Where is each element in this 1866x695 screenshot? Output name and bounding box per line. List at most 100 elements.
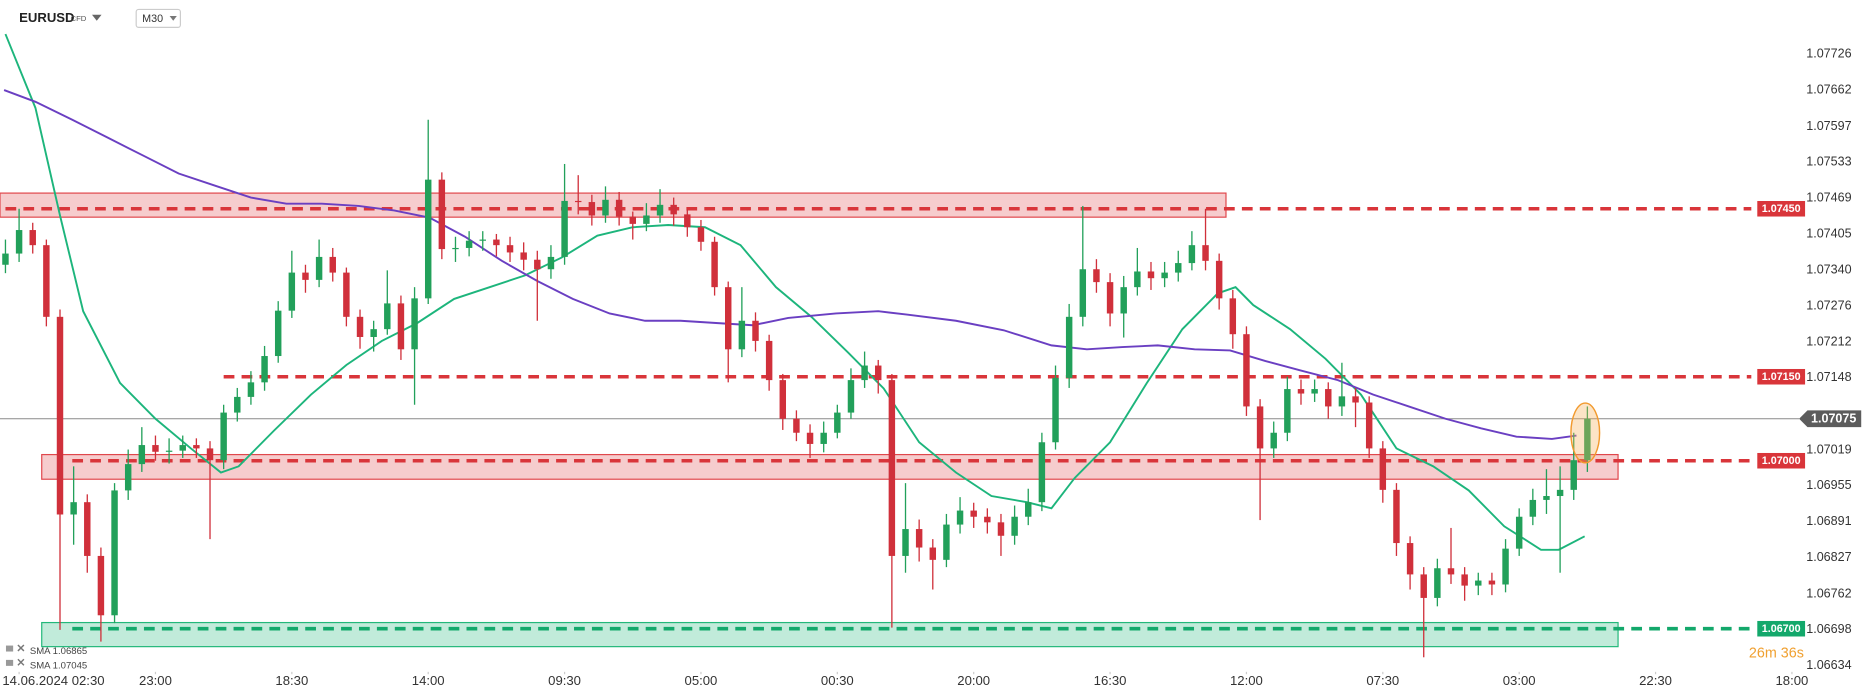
candle-body bbox=[302, 272, 309, 280]
candle-body bbox=[274, 310, 282, 357]
candle-body bbox=[588, 202, 596, 216]
candle-body bbox=[1120, 287, 1127, 314]
candle-body bbox=[506, 245, 514, 253]
candle-body bbox=[820, 432, 827, 444]
x-tick-label: 14:00 bbox=[412, 673, 445, 688]
sma-line bbox=[4, 33, 1586, 551]
candle-body bbox=[1038, 442, 1046, 503]
candle-body bbox=[261, 356, 268, 383]
legend-close[interactable] bbox=[17, 644, 25, 652]
y-tick-label: 1.07533 bbox=[1806, 155, 1851, 169]
level-label: 1.06700 bbox=[1762, 623, 1801, 635]
y-tick-label: 1.07212 bbox=[1806, 334, 1851, 348]
axes: 1.07726 1.07662 1.07597 1.07533 1.07469 1.074… bbox=[2, 47, 1862, 688]
y-tick-label: 1.07469 bbox=[1806, 190, 1851, 204]
candle-body bbox=[1284, 389, 1291, 433]
candle-body bbox=[1461, 574, 1468, 586]
candle-body bbox=[765, 340, 773, 381]
x-tick-label: 16:30 bbox=[1094, 673, 1127, 688]
candle-body bbox=[1188, 245, 1196, 264]
candle-body bbox=[1420, 574, 1427, 598]
candle-body bbox=[1270, 432, 1277, 449]
candle-body bbox=[752, 320, 759, 341]
timeframe[interactable]: M30 bbox=[142, 13, 163, 25]
candle-body bbox=[138, 445, 146, 465]
candle-body bbox=[1229, 298, 1237, 335]
level-label: 1.07000 bbox=[1762, 455, 1801, 467]
candle-body bbox=[84, 502, 91, 556]
y-tick-label: 1.06634 bbox=[1806, 658, 1851, 672]
candle-body bbox=[343, 272, 350, 317]
candle-body bbox=[1488, 580, 1496, 585]
candle-body bbox=[152, 445, 159, 452]
candle-body bbox=[1052, 377, 1059, 443]
x-tick-label: 20:00 bbox=[957, 673, 990, 688]
candle-body bbox=[1556, 489, 1564, 497]
candle-body bbox=[1502, 548, 1509, 585]
instrument-type: CFD bbox=[70, 14, 86, 23]
candle-body bbox=[247, 382, 255, 397]
candle-body bbox=[1475, 580, 1482, 586]
legend-icon[interactable] bbox=[5, 659, 14, 666]
candle-body bbox=[206, 448, 214, 461]
candle-body bbox=[424, 179, 432, 299]
candle-body bbox=[29, 230, 36, 246]
candle-body bbox=[1529, 499, 1537, 517]
x-tick-label: 07:30 bbox=[1366, 673, 1399, 688]
candle-body bbox=[875, 365, 882, 381]
candle-body bbox=[438, 179, 446, 250]
candle-body bbox=[779, 380, 787, 419]
indicator-label: SMA 1.07045 bbox=[30, 660, 87, 671]
candle-body bbox=[670, 204, 677, 215]
candle-body bbox=[465, 240, 473, 248]
candle-body bbox=[1134, 271, 1141, 288]
y-tick-label: 1.07340 bbox=[1806, 263, 1851, 277]
candle-body bbox=[615, 199, 623, 217]
sma-line bbox=[3, 89, 1577, 440]
candle-body bbox=[711, 241, 718, 288]
candle-body bbox=[1065, 316, 1073, 378]
symbol[interactable]: EURUSD bbox=[19, 10, 74, 25]
candle-body bbox=[234, 396, 241, 413]
level-label: 1.07450 bbox=[1762, 203, 1801, 215]
candle-body bbox=[1161, 272, 1168, 279]
level-tag bbox=[1757, 368, 1806, 385]
y-tick-label: 1.07662 bbox=[1806, 82, 1851, 96]
candle-body bbox=[943, 524, 950, 560]
current-price-tag bbox=[1799, 410, 1862, 428]
current-price-label: 1.07075 bbox=[1811, 412, 1856, 426]
candle-body bbox=[656, 204, 664, 216]
candle-body bbox=[288, 272, 296, 311]
timeframe-box[interactable] bbox=[135, 8, 181, 28]
candle-body bbox=[888, 380, 896, 556]
y-tick-label: 1.06827 bbox=[1806, 550, 1851, 564]
level-tag bbox=[1757, 452, 1806, 469]
candle-body bbox=[1079, 269, 1087, 317]
candle-body bbox=[179, 445, 186, 451]
candle-body bbox=[1175, 263, 1182, 273]
y-tick-label: 1.06955 bbox=[1806, 478, 1851, 492]
candle-body bbox=[1025, 502, 1032, 517]
legend-icon[interactable] bbox=[5, 645, 14, 652]
y-tick-label: 1.06891 bbox=[1806, 514, 1851, 528]
legend-close[interactable] bbox=[17, 658, 25, 666]
level-tag bbox=[1757, 620, 1806, 637]
candle-body bbox=[2, 253, 9, 265]
candle-body bbox=[1584, 418, 1591, 461]
candle-body bbox=[1447, 568, 1455, 575]
x-tick-label: 14.06.2024 02:30 bbox=[2, 673, 104, 688]
timeframe-dropdown[interactable] bbox=[169, 15, 177, 21]
candle-body bbox=[984, 516, 991, 523]
candle-body bbox=[602, 199, 609, 216]
candle-body bbox=[111, 490, 118, 616]
zone bbox=[41, 453, 1619, 480]
y-tick-label: 1.07019 bbox=[1806, 442, 1851, 456]
candle-body bbox=[1393, 489, 1400, 544]
candle-body bbox=[356, 316, 364, 337]
candle-body bbox=[1202, 245, 1209, 261]
candle-body bbox=[902, 529, 909, 556]
x-tick-label: 18:00 bbox=[1776, 673, 1809, 688]
x-tick-label: 18:30 bbox=[275, 673, 308, 688]
symbol-dropdown[interactable] bbox=[91, 14, 102, 21]
candle-body bbox=[1256, 406, 1264, 449]
